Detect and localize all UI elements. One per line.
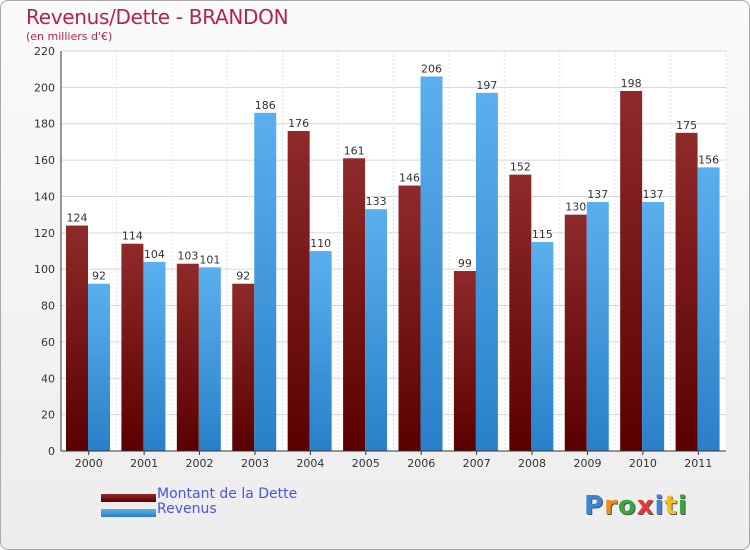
bar-revenus bbox=[198, 267, 221, 451]
bar-revenus bbox=[586, 201, 609, 451]
data-label: 175 bbox=[676, 119, 697, 132]
legend-swatch-revenus bbox=[101, 509, 156, 517]
data-label: 114 bbox=[122, 230, 143, 243]
bar-revenus bbox=[420, 76, 443, 452]
logo-letter: t bbox=[664, 491, 678, 521]
data-label: 101 bbox=[199, 253, 220, 266]
data-label: 92 bbox=[236, 270, 250, 283]
bar-dette bbox=[453, 271, 476, 451]
data-label: 99 bbox=[458, 257, 472, 270]
data-label: 130 bbox=[565, 201, 586, 214]
data-label: 92 bbox=[92, 270, 106, 283]
logo-letter: i bbox=[677, 491, 688, 521]
y-tick-label: 100 bbox=[34, 263, 55, 276]
bar-dette bbox=[121, 243, 144, 451]
bar-revenus bbox=[254, 112, 277, 452]
y-tick-label: 140 bbox=[34, 190, 55, 203]
data-label: 198 bbox=[621, 77, 642, 90]
bar-dette bbox=[287, 131, 310, 451]
x-tick-label: 2011 bbox=[684, 457, 712, 470]
bar-revenus bbox=[697, 167, 720, 451]
logo-letter: x bbox=[636, 491, 655, 521]
data-label: 110 bbox=[310, 237, 331, 250]
bar-dette bbox=[176, 263, 199, 451]
bar-dette bbox=[66, 225, 88, 451]
bar-dette bbox=[232, 283, 255, 451]
chart-title: Revenus/Dette - BRANDON bbox=[26, 5, 289, 29]
data-label: 156 bbox=[698, 153, 719, 166]
data-label: 152 bbox=[510, 161, 531, 174]
bar-revenus bbox=[642, 201, 665, 451]
y-tick-label: 80 bbox=[41, 300, 55, 313]
bar-dette bbox=[675, 132, 698, 451]
bar-revenus bbox=[365, 209, 388, 451]
data-label: 146 bbox=[399, 172, 420, 185]
logo-letter: r bbox=[604, 491, 618, 521]
bar-revenus bbox=[531, 241, 554, 451]
x-tick-label: 2005 bbox=[352, 457, 380, 470]
bar-dette bbox=[343, 158, 366, 452]
y-tick-label: 0 bbox=[48, 445, 55, 458]
data-label: 124 bbox=[67, 212, 88, 225]
y-tick-label: 120 bbox=[34, 227, 55, 240]
y-tick-label: 40 bbox=[41, 372, 55, 385]
bar-revenus bbox=[309, 251, 332, 451]
x-tick-label: 2000 bbox=[75, 457, 103, 470]
bars bbox=[66, 76, 720, 452]
x-tick-label: 2007 bbox=[463, 457, 491, 470]
data-label: 103 bbox=[177, 250, 198, 263]
y-tick-label: 160 bbox=[34, 154, 55, 167]
bar-revenus bbox=[88, 283, 110, 451]
data-label: 197 bbox=[476, 79, 497, 92]
logo-letter: P bbox=[584, 491, 605, 521]
data-label: 137 bbox=[643, 188, 664, 201]
bar-dette bbox=[509, 174, 532, 452]
data-label: 161 bbox=[344, 144, 365, 157]
x-tick-label: 2004 bbox=[296, 457, 324, 470]
proxiti-logo: Proxiti bbox=[584, 491, 688, 521]
y-tick-label: 180 bbox=[34, 118, 55, 131]
data-label: 133 bbox=[366, 195, 387, 208]
data-label: 206 bbox=[421, 62, 442, 75]
y-tick-label: 20 bbox=[41, 409, 55, 422]
logo-letter: i bbox=[654, 491, 665, 521]
bar-revenus bbox=[475, 92, 498, 452]
data-label: 115 bbox=[532, 228, 553, 241]
chart-subtitle: (en milliers d'€) bbox=[26, 30, 113, 43]
bar-dette bbox=[564, 214, 587, 451]
data-label: 104 bbox=[144, 248, 165, 261]
legend-label-dette: Montant de la Dette bbox=[157, 486, 298, 502]
grid bbox=[60, 50, 727, 452]
bar-dette bbox=[398, 185, 421, 451]
x-tick-label: 2001 bbox=[130, 457, 158, 470]
legend-label-revenus: Revenus bbox=[157, 501, 217, 517]
x-tick-label: 2008 bbox=[518, 457, 546, 470]
data-label: 176 bbox=[288, 117, 309, 130]
x-tick-label: 2010 bbox=[629, 457, 657, 470]
y-tick-label: 200 bbox=[34, 81, 55, 94]
logo-letter: o bbox=[617, 491, 637, 521]
bar-revenus bbox=[143, 261, 166, 451]
y-tick-label: 60 bbox=[41, 336, 55, 349]
data-label: 137 bbox=[587, 188, 608, 201]
y-tick-label: 220 bbox=[34, 45, 55, 58]
x-tick-label: 2002 bbox=[186, 457, 214, 470]
x-tick-label: 2006 bbox=[407, 457, 435, 470]
bar-dette bbox=[620, 91, 643, 451]
x-tick-label: 2009 bbox=[573, 457, 601, 470]
x-tick-label: 2003 bbox=[241, 457, 269, 470]
data-label: 186 bbox=[255, 99, 276, 112]
axes: 0 20 40 60 80 100 120 140 160 180 200 220 2000 2001 20… bbox=[34, 45, 726, 470]
legend-swatch-dette bbox=[101, 494, 156, 502]
